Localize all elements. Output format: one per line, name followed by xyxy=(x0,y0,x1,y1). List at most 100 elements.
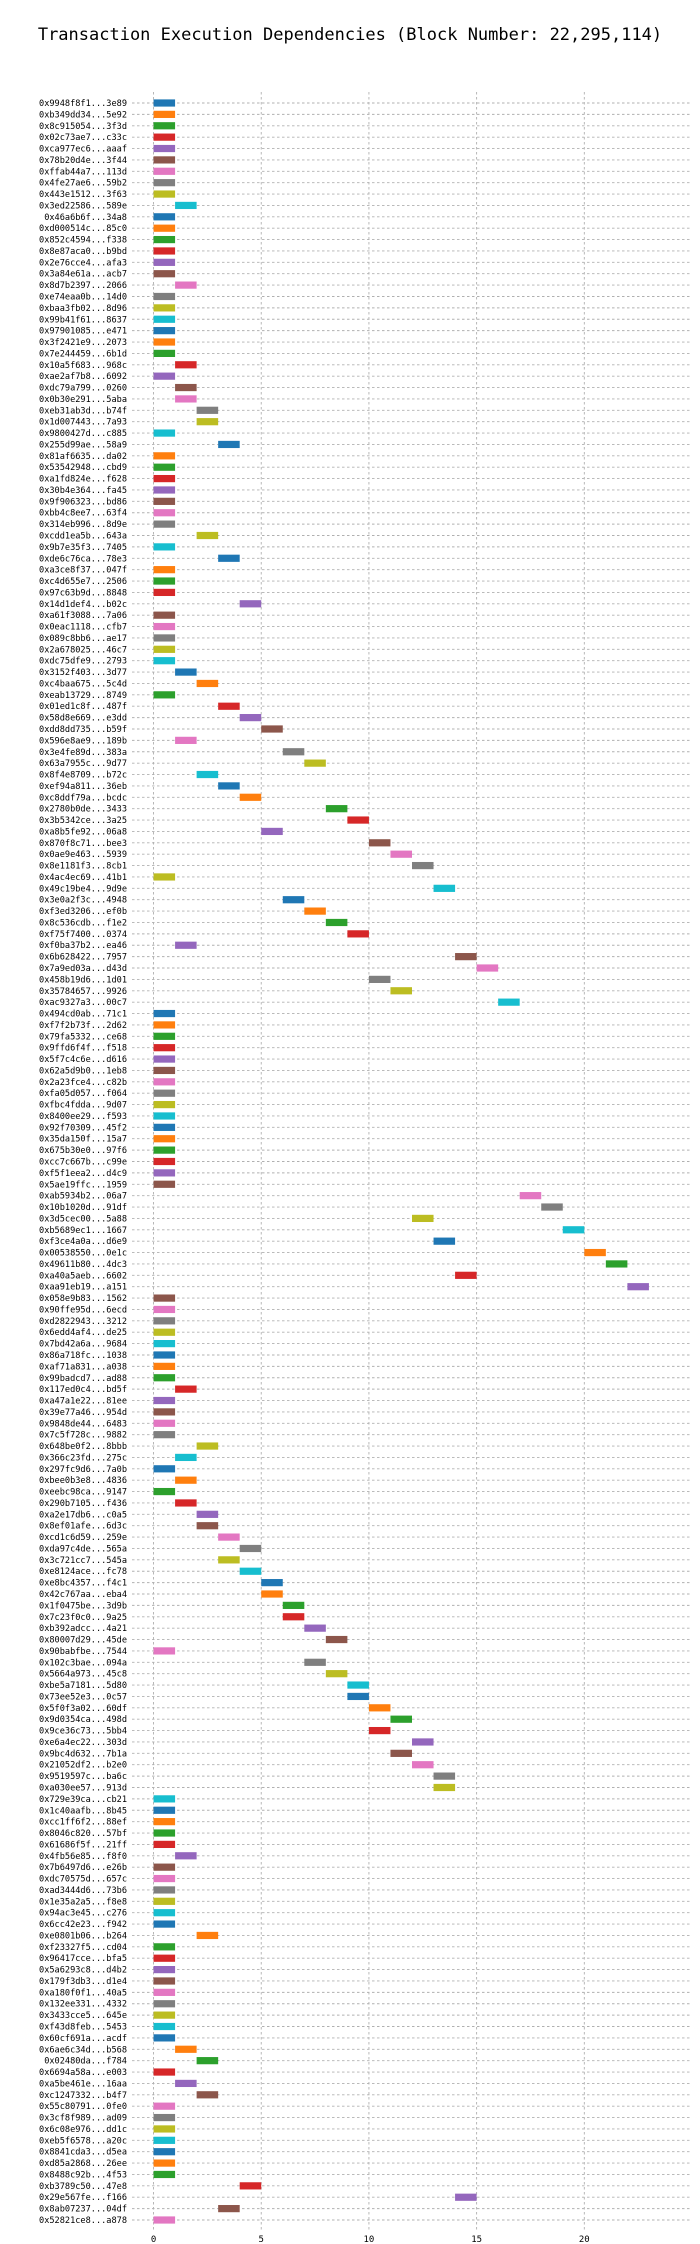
transaction-bar xyxy=(175,395,197,403)
transaction-label: 0xe8124ace...fc78 xyxy=(39,1567,127,1577)
transaction-bar xyxy=(153,1487,176,1496)
transaction-label: 0x596e8ae9...189b xyxy=(39,736,127,746)
transaction-bar xyxy=(541,1203,563,1211)
transaction-label: 0x99b41f61...8637 xyxy=(39,315,127,325)
transaction-bar xyxy=(175,2079,197,2088)
transaction-label: 0xde6c76ca...78e3 xyxy=(39,554,127,564)
transaction-bar xyxy=(153,566,176,574)
transaction-label: 0x5664a973...45c8 xyxy=(39,1670,127,1680)
transaction-label: 0x1d007443...7a93 xyxy=(39,418,127,428)
transaction-label: 0x729e39ca...cb21 xyxy=(39,1795,127,1805)
transaction-label: 0xa180f0f1...40a5 xyxy=(39,1988,127,1998)
transaction-bar xyxy=(153,2022,176,2031)
transaction-label: 0x35da150f...15a7 xyxy=(39,1135,127,1145)
transaction-bar xyxy=(153,144,176,153)
transaction-bar xyxy=(153,2170,176,2179)
transaction-label: 0x5ae19ffc...1959 xyxy=(39,1180,127,1190)
transaction-label: 0x5f0f3a02...60df xyxy=(39,1704,127,1714)
transaction-label: 0x648be0f2...8bbb xyxy=(39,1442,127,1452)
transaction-label: 0x8c915054...3f3d xyxy=(39,122,127,132)
transaction-label: 0x02c73ae7...c33c xyxy=(39,133,127,143)
transaction-bar xyxy=(153,1966,176,1974)
transaction-label: 0x90ffe95d...6ecd xyxy=(39,1305,127,1315)
transaction-label: 0x8046c820...57bf xyxy=(39,1829,127,1839)
transaction-bar xyxy=(153,1897,176,1905)
transaction-bar xyxy=(282,748,305,756)
transaction-bar xyxy=(153,657,176,665)
transaction-label: 0xeab13729...8749 xyxy=(39,691,127,701)
transaction-label: 0xa5be461e...16aa xyxy=(39,2079,127,2089)
transaction-label: 0x14d1def4...b02c xyxy=(39,600,127,610)
transaction-bar xyxy=(153,1977,176,1985)
transaction-bar xyxy=(175,2045,197,2053)
transaction-bar xyxy=(153,1431,176,1439)
transaction-bar xyxy=(153,543,176,551)
transaction-label: 0x290b7105...f436 xyxy=(39,1499,127,1509)
transaction-bar xyxy=(153,1135,176,1143)
transaction-label: 0x8c536cdb...f1e2 xyxy=(39,918,127,928)
transaction-label: 0x01ed1c8f...487f xyxy=(39,702,127,712)
transaction-bar xyxy=(153,2102,176,2110)
transaction-bar xyxy=(153,1157,176,1166)
transaction-label: 0xeb5f6578...a20c xyxy=(39,2136,127,2146)
transaction-label: 0x78b20d4e...3f44 xyxy=(39,156,127,166)
transaction-bar xyxy=(153,1920,176,1928)
transaction-label: 0xbe5a7181...5d80 xyxy=(39,1681,127,1691)
transaction-bar xyxy=(153,1408,176,1416)
transaction-bar xyxy=(304,907,326,915)
transaction-label: 0x90babfbe...7544 xyxy=(39,1647,127,1657)
transaction-bar xyxy=(175,201,197,210)
transaction-label: 0xa61f3088...7a06 xyxy=(39,611,127,621)
transaction-bar xyxy=(153,1795,176,1803)
transaction-bar xyxy=(153,1009,176,1018)
transaction-label: 0xb3789c50...47e8 xyxy=(39,2182,127,2192)
transaction-bar xyxy=(218,1556,240,1564)
transaction-label: 0x494cd0ab...71c1 xyxy=(39,1010,127,1020)
transaction-label: 0x458b19d6...1d01 xyxy=(39,975,127,985)
transaction-bar xyxy=(153,1863,176,1871)
transaction-bar xyxy=(239,2182,262,2190)
transaction-bar xyxy=(153,235,176,244)
transaction-label: 0xa030ee57...913d xyxy=(39,1783,127,1793)
transaction-label: 0x3ed22586...589e xyxy=(39,201,127,211)
transaction-label: 0xc4d655e7...2506 xyxy=(39,577,127,587)
transaction-label: 0x9948f8f1...3e89 xyxy=(39,99,127,109)
transaction-label: 0xa47a1e22...81ee xyxy=(39,1397,127,1407)
transaction-label: 0xa3ce8f37...047f xyxy=(39,566,127,576)
transaction-bar xyxy=(153,315,176,323)
transaction-label: 0x10a5f683...968c xyxy=(39,361,127,371)
transaction-bar xyxy=(153,2011,176,2019)
transaction-label: 0x4ac4ec69...41b1 xyxy=(39,873,127,883)
transaction-bar xyxy=(347,1681,369,1689)
transaction-bar xyxy=(412,1214,434,1223)
transaction-label: 0x21052df2...b2e0 xyxy=(39,1761,127,1771)
transaction-label: 0xd2822943...3212 xyxy=(39,1317,127,1327)
transaction-label: 0xf43d8feb...5453 xyxy=(39,2023,127,2033)
transaction-label: 0x99badcd7...ad88 xyxy=(39,1374,127,1384)
transaction-bar xyxy=(175,1499,197,1507)
transaction-bar xyxy=(175,1385,197,1393)
transaction-label: 0xd000514c...85c0 xyxy=(39,224,127,234)
transaction-label: 0x7c5f728c...9882 xyxy=(39,1431,127,1441)
transaction-label: 0x8488c92b...4f53 xyxy=(39,2170,127,2180)
transaction-label: 0x6ae6c34d...b568 xyxy=(39,2045,127,2055)
transaction-bar xyxy=(455,953,477,961)
transaction-bar xyxy=(153,2113,176,2122)
transaction-label: 0x5f7c4c6e...d616 xyxy=(39,1055,127,1065)
transaction-bar xyxy=(153,1943,176,1951)
transaction-bar xyxy=(153,2068,176,2076)
transaction-bar xyxy=(153,1988,176,1996)
transaction-bar xyxy=(261,1579,283,1587)
transaction-bar xyxy=(153,1146,176,1154)
transaction-label: 0xdc75dfe9...2793 xyxy=(39,657,127,667)
transaction-label: 0xac9327a3...00c7 xyxy=(39,998,127,1008)
transaction-bar xyxy=(153,247,176,255)
transaction-label: 0x117ed0c4...bd5f xyxy=(39,1385,127,1395)
transaction-label: 0x61686f5f...21ff xyxy=(39,1840,127,1850)
transaction-label: 0xfbc4fdda...9d07 xyxy=(39,1101,127,1111)
grid-lines xyxy=(132,92,692,2232)
transaction-bar xyxy=(153,258,176,266)
transaction-label: 0xe6a4ec22...303d xyxy=(39,1738,127,1748)
transaction-label: 0xcd1c6d59...259e xyxy=(39,1533,127,1543)
transaction-label: 0xf3ed3206...ef0b xyxy=(39,907,127,917)
